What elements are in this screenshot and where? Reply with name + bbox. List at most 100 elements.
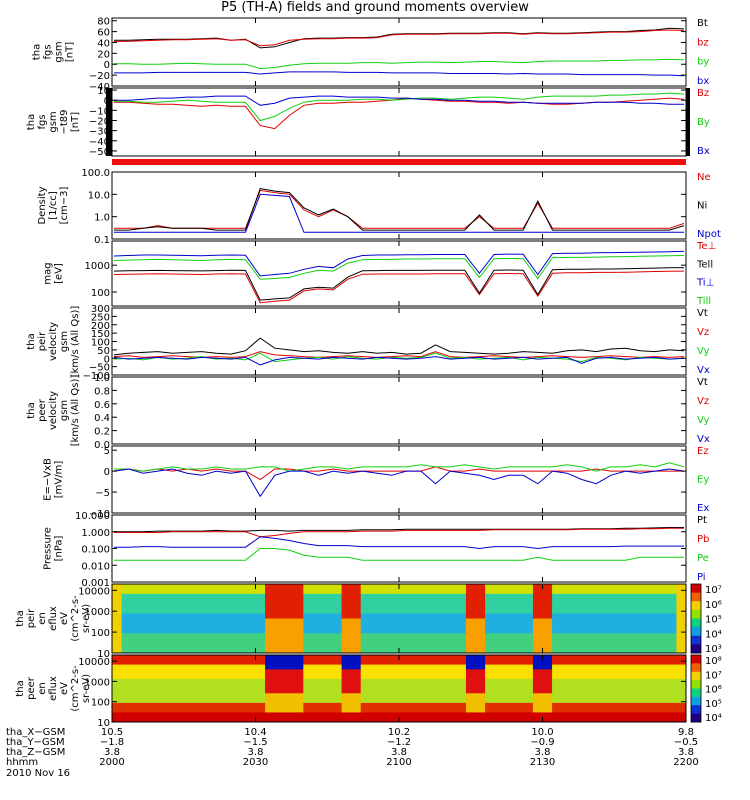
spectrogram-cell <box>159 664 170 670</box>
spectrogram-cell <box>121 655 132 661</box>
spectrogram-cell <box>408 628 419 634</box>
spectrogram-cell <box>619 623 630 629</box>
spectrogram-cell <box>647 664 658 670</box>
spectrogram-cell <box>504 643 515 649</box>
spectrogram-cell <box>217 618 228 624</box>
spectrogram-cell <box>475 643 486 649</box>
spectrogram-cell <box>619 707 630 713</box>
spectrogram-cell <box>475 702 486 709</box>
spectrogram-cell <box>628 698 639 704</box>
spectrogram-cell <box>532 633 543 639</box>
spectrogram-cell <box>389 608 400 615</box>
spectrogram-cell <box>131 669 142 675</box>
spectrogram-cell <box>446 712 457 718</box>
spectrogram-cell <box>332 669 343 675</box>
spectrogram-cell <box>446 655 457 661</box>
spectrogram-cell <box>265 603 276 610</box>
spectrogram-cell <box>599 603 610 610</box>
spectrogram-cell <box>418 678 429 685</box>
spectrogram-cell <box>446 588 457 595</box>
spectrogram-cell <box>312 712 323 718</box>
spectrogram-cell <box>207 638 218 644</box>
spectrogram-cell <box>552 693 563 699</box>
legend-label: Ni <box>697 201 707 212</box>
panel-peer_velocity: VtVzVyVx1.00.80.60.40.20.0thapeervelocit… <box>26 373 710 451</box>
spectrogram-cell <box>131 707 142 713</box>
spectrogram-cell <box>226 678 237 685</box>
spectrogram-cell <box>408 674 419 680</box>
spectrogram-cell <box>465 712 477 718</box>
spectrogram-cell <box>552 598 563 605</box>
spectrogram-cell <box>284 688 295 694</box>
spectrogram-cell <box>188 598 199 605</box>
spectrogram-cell <box>265 588 276 595</box>
spectrogram-cell <box>112 664 123 670</box>
spectrogram-cell <box>638 623 649 629</box>
spectrogram-cell <box>140 623 151 629</box>
spectrogram-cell <box>638 664 649 670</box>
spectrogram-cell <box>647 628 658 634</box>
spectrogram-cell <box>552 707 563 713</box>
spectrogram-cell <box>274 664 285 670</box>
spectrogram-cell <box>341 674 352 680</box>
spectrogram-cell <box>590 678 601 685</box>
spectrogram-cell <box>198 623 209 629</box>
spectrogram-cell <box>370 707 381 713</box>
colorbar-tick-label: 10⁵ <box>705 615 722 626</box>
spectrogram-cell <box>418 623 429 629</box>
spectrogram-cell <box>408 584 419 590</box>
spectrogram-cell <box>284 643 295 649</box>
spectrogram-cell <box>657 702 668 709</box>
spectrogram-cell <box>236 674 247 680</box>
spectrogram-cell <box>513 633 524 639</box>
colorbar-segment <box>691 696 701 706</box>
spectrogram-cell <box>293 638 304 644</box>
spectrogram-cell <box>360 584 371 590</box>
spectrogram-cell <box>322 613 333 619</box>
spectrogram-cell <box>552 588 563 595</box>
spectrogram-cell <box>523 678 534 685</box>
panel-peer_eflux: 10⁸10⁷10⁶10⁵10⁴10000100010010thapeerenef… <box>15 654 722 729</box>
spectrogram-cell <box>580 598 591 605</box>
spectrogram-cell <box>475 593 486 600</box>
spectrogram-cell <box>657 598 668 605</box>
spectrogram-cell <box>561 593 572 600</box>
spectrogram-cell <box>131 693 142 699</box>
spectrogram-cell <box>379 623 390 629</box>
spectrogram-cell <box>245 693 256 699</box>
y-tick-label: 20 <box>97 49 110 60</box>
spectrogram-cell <box>198 664 209 670</box>
spectrogram-cell <box>312 584 323 590</box>
spectrogram-cell <box>370 623 381 629</box>
spectrogram-cell <box>561 655 572 661</box>
spectrogram-cell <box>542 683 553 689</box>
spectrogram-cell <box>322 584 333 590</box>
spectrogram-cell <box>552 603 563 610</box>
legend-label: Pt <box>697 515 707 526</box>
spectrogram-cell <box>169 588 180 595</box>
spectrogram-cell <box>580 643 591 649</box>
spectrogram-cell <box>265 712 276 718</box>
spectrogram-cell <box>169 655 180 661</box>
y-tick-label: 0.4 <box>94 413 110 424</box>
spectrogram-cell <box>580 648 591 654</box>
spectrogram-cell <box>437 698 448 704</box>
spectrogram-cell <box>341 664 352 670</box>
spectrogram-cell <box>150 717 161 723</box>
x-axis-tick-label: 2000 <box>99 757 124 768</box>
spectrogram-cell <box>379 669 390 675</box>
spectrogram-cell <box>293 603 304 610</box>
spectrogram-cell <box>236 712 247 718</box>
spectrogram-cell <box>188 638 199 644</box>
spectrogram-cell <box>303 613 314 619</box>
spectrogram-cell <box>121 648 132 654</box>
spectrogram-cell <box>638 717 649 723</box>
spectrogram-cell <box>265 717 276 723</box>
spectrogram-cell <box>112 678 123 685</box>
spectrogram-cell <box>456 698 467 704</box>
spectrogram-cell <box>571 633 582 639</box>
y-axis-label: Pressure[nPa] <box>43 527 65 570</box>
spectrogram-cell <box>609 664 620 670</box>
spectrogram-cell <box>121 588 132 595</box>
spectrogram-cell <box>112 717 123 723</box>
